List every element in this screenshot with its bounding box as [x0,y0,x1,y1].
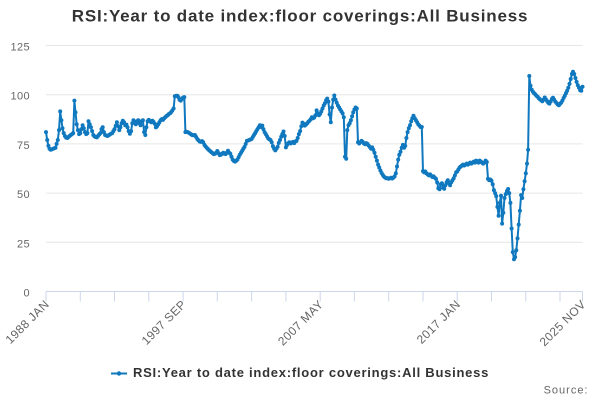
svg-text:100: 100 [10,91,30,103]
svg-text:50: 50 [17,189,30,201]
svg-text:25: 25 [17,238,30,250]
svg-text:75: 75 [17,140,30,152]
svg-text:Source:: Source: [544,385,589,397]
svg-text:RSI:Year to date index:floor c: RSI:Year to date index:floor coverings:A… [133,365,489,380]
svg-text:125: 125 [10,42,30,54]
svg-text:0: 0 [23,288,30,300]
svg-text:RSI:Year to date index:floor c: RSI:Year to date index:floor coverings:A… [72,7,528,26]
